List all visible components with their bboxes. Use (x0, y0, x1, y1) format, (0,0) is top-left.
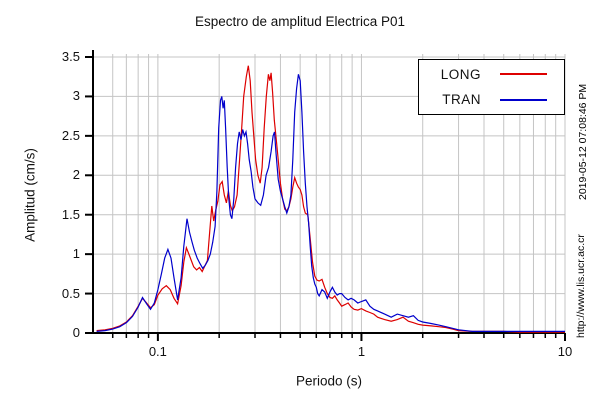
y-tick-label: 3.5 (61, 49, 80, 64)
chart-title: Espectro de amplitud Electrica P01 (194, 14, 406, 29)
x-axis-label: Periodo (s) (295, 373, 363, 389)
legend-line-long (500, 73, 547, 76)
y-tick-label: 2 (72, 167, 80, 183)
source-url-text: http://www.lis.ucr.ac.cr (575, 234, 587, 338)
legend: LONG TRAN (418, 59, 565, 115)
y-tick-label: 3 (72, 88, 80, 104)
legend-line-tran (500, 98, 547, 101)
legend-item-tran: TRAN (419, 89, 564, 111)
y-tick-label: 0 (72, 325, 80, 340)
x-tick-label: 10 (557, 344, 573, 359)
y-tick-label: 2.5 (61, 127, 80, 143)
x-tick-label: 1 (357, 344, 366, 359)
y-axis-label: Amplitud (cm/s) (22, 148, 38, 242)
x-tick-label: 0.1 (148, 344, 167, 359)
y-tick-label: 1 (72, 246, 80, 262)
timestamp-text: 2019-05-12 07:08:46 PM (577, 83, 589, 200)
y-tick-label: 1.5 (61, 206, 80, 222)
legend-label-tran: TRAN (442, 92, 481, 108)
legend-label-long: LONG (440, 66, 481, 82)
y-tick-label: 0.5 (61, 285, 80, 301)
legend-item-long: LONG (419, 63, 564, 85)
